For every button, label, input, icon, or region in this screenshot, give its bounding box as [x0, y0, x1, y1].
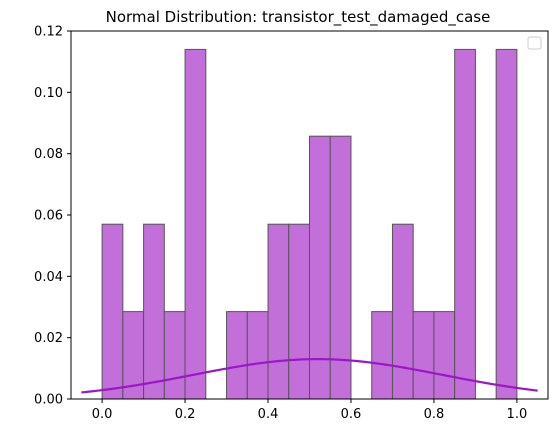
x-tick-label: 0.6	[341, 407, 362, 422]
histogram-bar	[371, 311, 393, 400]
histogram-bar	[226, 311, 248, 400]
y-tick-label: 0.06	[34, 209, 63, 224]
y-tick-label: 0.04	[34, 270, 63, 285]
histogram-bar	[267, 223, 290, 400]
x-tick-label: 1.0	[507, 407, 528, 422]
normal-curve	[81, 358, 538, 394]
histogram-bar	[288, 223, 310, 400]
histogram-bar	[454, 48, 476, 400]
y-axis: 0.00 0.02 0.04 0.06 0.08 0.10 0.12	[34, 25, 71, 408]
y-tick-label: 0.00	[34, 393, 63, 408]
histogram-bar	[391, 223, 414, 400]
y-tick-label: 0.12	[34, 25, 63, 40]
histogram-bar	[412, 311, 435, 400]
y-tick-label: 0.08	[34, 147, 63, 162]
histogram-bar	[101, 223, 124, 400]
histogram-bar	[246, 311, 269, 400]
x-tick-label: 0.8	[424, 407, 445, 422]
histogram-bar	[184, 48, 207, 400]
histogram-bar	[143, 223, 165, 400]
histogram-bar	[163, 311, 186, 400]
histogram-bar	[495, 48, 518, 400]
legend-box	[527, 36, 542, 50]
histogram-bars	[101, 48, 518, 400]
histogram-bar	[433, 311, 456, 400]
y-tick-label: 0.02	[34, 331, 63, 346]
chart-title: Normal Distribution: transistor_test_dam…	[106, 8, 491, 27]
x-axis: 0.0 0.2 0.4 0.6 0.8 1.0	[92, 399, 527, 422]
x-tick-label: 0.0	[92, 407, 113, 422]
x-tick-label: 0.4	[258, 407, 279, 422]
x-tick-label: 0.2	[175, 407, 196, 422]
y-tick-label: 0.10	[34, 86, 63, 101]
